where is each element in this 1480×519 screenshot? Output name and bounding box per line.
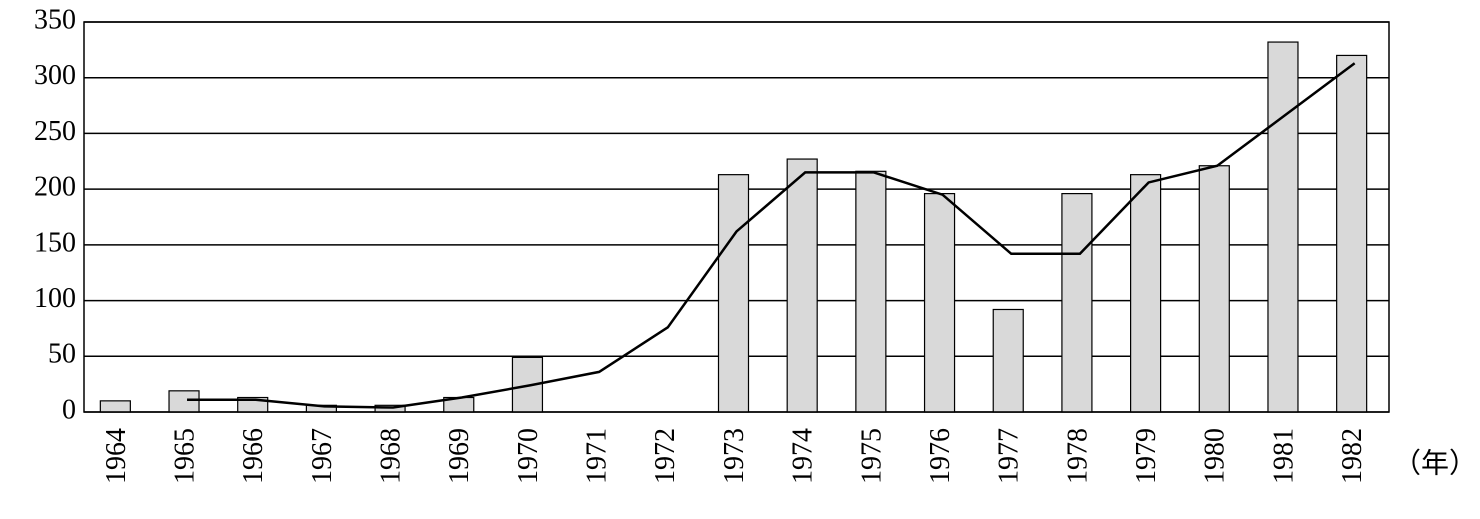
bar (168, 390, 200, 413)
x-tick-label: 1970 (513, 428, 544, 484)
bar (1267, 41, 1299, 413)
y-tick-label: 150 (34, 227, 76, 258)
x-tick-label: 1974 (788, 428, 819, 484)
bar (855, 170, 887, 413)
x-tick-label: 1981 (1268, 428, 1299, 484)
x-tick-label: 1964 (101, 428, 132, 484)
x-tick-label: 1969 (444, 428, 475, 484)
bar (717, 174, 750, 413)
x-tick-label: 1976 (925, 428, 956, 484)
y-tick-label: 250 (34, 116, 76, 147)
x-tick-label: 1973 (719, 428, 750, 484)
x-tick-label: 1972 (650, 428, 681, 484)
y-tick-label: 50 (48, 339, 76, 370)
y-tick-label: 200 (34, 172, 76, 203)
plot-frame (83, 21, 1390, 413)
x-tick-label: 1968 (376, 428, 407, 484)
bar (1061, 193, 1093, 413)
bar (992, 308, 1024, 413)
x-tick-label: 1965 (169, 428, 200, 484)
y-tick-label: 100 (34, 283, 76, 314)
x-tick-label: 1971 (582, 428, 613, 484)
bar (786, 158, 818, 413)
x-tick-label: 1967 (307, 428, 338, 484)
y-tick-label: 300 (34, 60, 76, 91)
x-axis-label: （年） (1393, 447, 1477, 479)
x-tick-label: 1980 (1200, 428, 1231, 484)
y-tick-label: 0 (62, 394, 76, 425)
bar (1130, 174, 1162, 413)
line (187, 62, 1356, 409)
x-tick-label: 1966 (238, 428, 269, 484)
x-tick-label: 1978 (1062, 428, 1093, 484)
x-tick-label: 1982 (1337, 428, 1368, 484)
bar (923, 193, 956, 413)
bar (99, 400, 131, 413)
bar (1336, 54, 1368, 413)
y-tick-label: 350 (34, 4, 76, 35)
bar (1198, 165, 1230, 413)
x-tick-label: 1977 (994, 428, 1025, 484)
x-tick-label: 1975 (856, 428, 887, 484)
x-tick-label: 1979 (1131, 428, 1162, 484)
